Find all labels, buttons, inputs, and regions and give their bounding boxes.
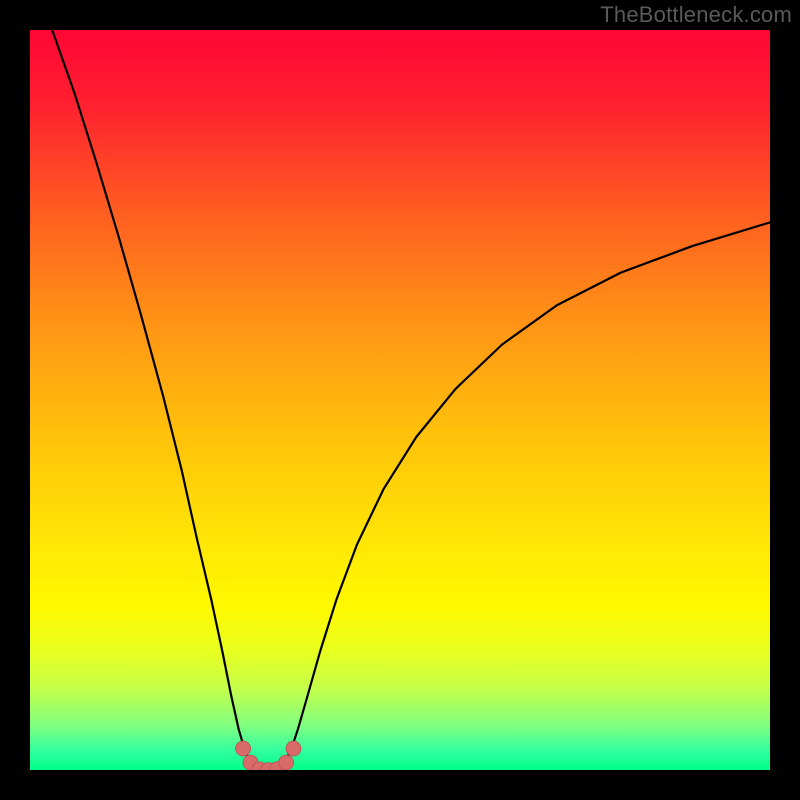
- watermark-text: TheBottleneck.com: [600, 2, 792, 28]
- chart-svg: [30, 30, 770, 770]
- curve-marker: [279, 755, 294, 770]
- curve-marker: [286, 741, 301, 756]
- curve-marker: [236, 741, 251, 756]
- chart-outer: TheBottleneck.com: [0, 0, 800, 800]
- plot-area: [30, 30, 770, 770]
- gradient-background: [30, 30, 770, 770]
